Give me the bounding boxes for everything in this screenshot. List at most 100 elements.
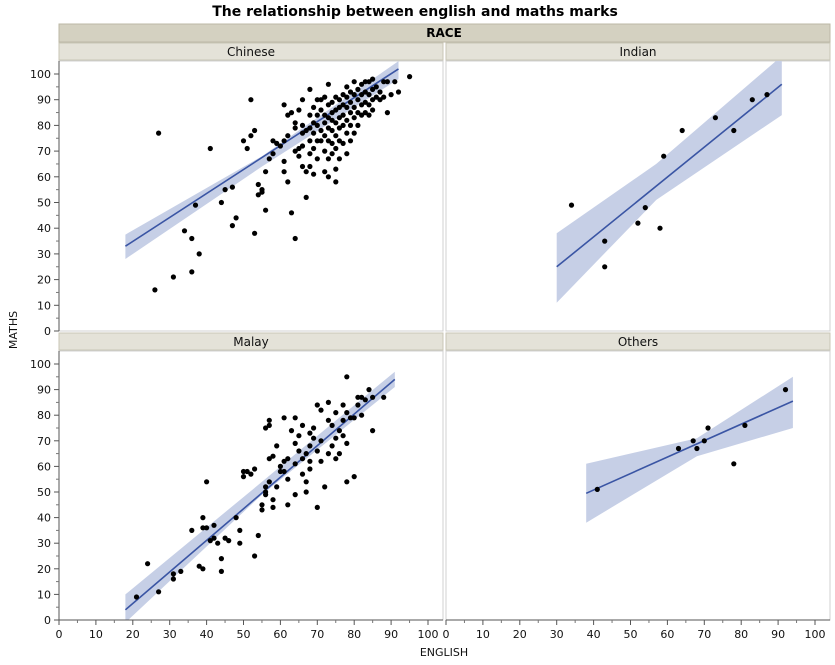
data-point — [244, 145, 250, 152]
data-point — [333, 456, 339, 462]
data-point — [196, 251, 202, 257]
x-tick-label: 70 — [697, 628, 711, 641]
x-tick-label: 90 — [384, 628, 398, 641]
data-point — [281, 415, 287, 421]
data-point — [362, 79, 368, 85]
data-point — [325, 399, 331, 405]
panel-header-others — [445, 332, 831, 351]
data-point — [325, 156, 331, 162]
data-point — [325, 125, 331, 131]
data-point — [189, 269, 195, 275]
data-point — [285, 133, 291, 139]
x-tick-label: 100 — [418, 628, 439, 641]
fit-line-indian — [556, 83, 783, 268]
data-point — [329, 151, 335, 157]
data-point — [200, 525, 206, 531]
data-point — [344, 84, 350, 90]
x-tick-label: 70 — [310, 628, 324, 641]
data-point — [292, 235, 298, 242]
data-point — [314, 112, 320, 118]
data-point — [347, 415, 354, 421]
data-point — [281, 138, 287, 144]
data-point — [347, 89, 354, 95]
panel-header-chinese — [58, 42, 444, 61]
data-point — [307, 443, 313, 449]
data-point — [407, 74, 413, 80]
data-point — [370, 86, 376, 92]
data-point — [156, 130, 162, 136]
data-point — [373, 84, 379, 90]
y-tick-label: 30 — [37, 537, 51, 550]
data-point — [355, 402, 361, 408]
data-point — [266, 456, 272, 462]
data-point — [314, 138, 320, 144]
x-tick-label: 10 — [476, 628, 490, 641]
group-header-band — [58, 23, 831, 43]
data-point — [325, 138, 331, 144]
data-point — [381, 94, 387, 100]
data-point — [277, 463, 283, 469]
data-point — [336, 125, 342, 131]
data-point — [255, 532, 261, 539]
data-point — [303, 489, 309, 495]
data-point — [263, 207, 269, 213]
confidence-band-malay — [125, 371, 395, 620]
x-axis-title: ENGLISH — [420, 646, 468, 659]
data-point — [252, 466, 258, 472]
data-point — [277, 143, 283, 149]
x-tick-label: 10 — [89, 628, 103, 641]
data-point — [299, 456, 306, 462]
data-point — [204, 479, 210, 485]
data-point — [318, 127, 324, 134]
x-tick-label: 0 — [56, 628, 63, 641]
data-point — [395, 89, 402, 95]
data-point — [370, 76, 376, 82]
data-point — [344, 151, 350, 157]
data-point — [270, 453, 276, 459]
data-point — [325, 102, 331, 108]
panel-label-indian: Indian — [619, 45, 656, 59]
data-point — [336, 138, 342, 144]
data-point — [657, 225, 663, 231]
data-point — [218, 199, 224, 206]
data-point — [192, 202, 199, 208]
data-point — [351, 130, 357, 136]
y-tick-label: 100 — [30, 68, 51, 81]
panel-chinese: Chinese 0 10 20 30 40 50 60 70 80 90 100 — [30, 42, 444, 338]
data-point — [336, 156, 342, 162]
data-point — [355, 97, 361, 103]
data-point — [322, 133, 328, 139]
data-point — [322, 112, 328, 118]
y-axis-chinese: 0 10 20 30 40 50 60 70 80 90 100 — [30, 61, 60, 338]
data-point — [661, 153, 667, 159]
data-point — [307, 458, 313, 464]
data-point — [340, 433, 346, 439]
data-point — [359, 81, 365, 87]
data-point — [311, 171, 317, 177]
data-point — [318, 107, 324, 113]
panel-indian: Indian — [445, 42, 831, 332]
data-point — [274, 443, 280, 449]
y-tick-label: 80 — [37, 119, 51, 132]
data-point — [266, 422, 272, 428]
data-point — [325, 174, 331, 180]
data-point — [635, 220, 641, 226]
data-point — [359, 92, 365, 98]
data-point — [248, 133, 254, 139]
data-point — [252, 230, 258, 236]
data-point — [359, 412, 365, 418]
data-point — [281, 102, 287, 108]
data-point — [701, 438, 707, 444]
fit-line-others — [585, 400, 794, 495]
confidence-band-chinese — [125, 61, 399, 259]
data-point — [307, 112, 313, 118]
data-point — [344, 94, 350, 100]
data-point — [344, 130, 350, 136]
y-tick-label: 70 — [37, 435, 51, 448]
data-point — [377, 89, 383, 95]
data-point — [292, 461, 298, 467]
data-point — [355, 110, 361, 116]
data-point — [211, 535, 217, 541]
data-point — [244, 468, 250, 475]
